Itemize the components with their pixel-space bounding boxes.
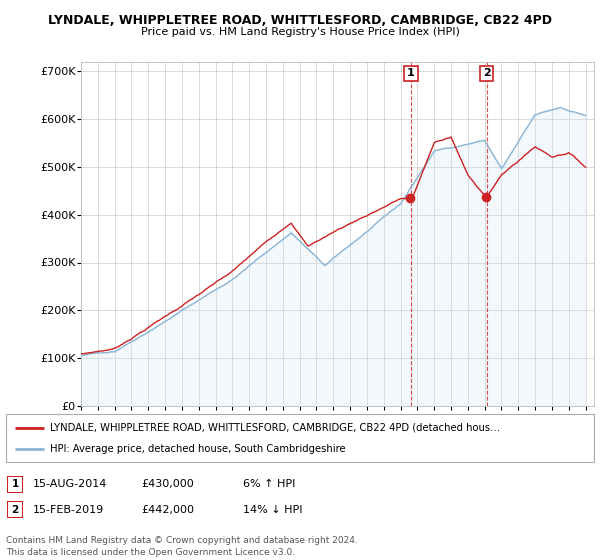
Text: 2: 2 (11, 505, 19, 515)
Text: Price paid vs. HM Land Registry's House Price Index (HPI): Price paid vs. HM Land Registry's House … (140, 27, 460, 37)
Text: LYNDALE, WHIPPLETREE ROAD, WHITTLESFORD, CAMBRIDGE, CB22 4PD (detached hous…: LYNDALE, WHIPPLETREE ROAD, WHITTLESFORD,… (50, 423, 500, 433)
Text: HPI: Average price, detached house, South Cambridgeshire: HPI: Average price, detached house, Sout… (50, 444, 346, 454)
Text: £442,000: £442,000 (141, 505, 194, 515)
FancyBboxPatch shape (7, 501, 23, 518)
Text: 1: 1 (11, 479, 19, 489)
Text: 6% ↑ HPI: 6% ↑ HPI (243, 479, 295, 489)
Text: £430,000: £430,000 (141, 479, 194, 489)
Text: Contains HM Land Registry data © Crown copyright and database right 2024.
This d: Contains HM Land Registry data © Crown c… (6, 536, 358, 557)
Text: 2: 2 (483, 68, 491, 78)
FancyBboxPatch shape (6, 414, 594, 462)
Text: 14% ↓ HPI: 14% ↓ HPI (243, 505, 302, 515)
Text: LYNDALE, WHIPPLETREE ROAD, WHITTLESFORD, CAMBRIDGE, CB22 4PD: LYNDALE, WHIPPLETREE ROAD, WHITTLESFORD,… (48, 14, 552, 27)
Text: 1: 1 (407, 68, 415, 78)
FancyBboxPatch shape (7, 476, 23, 493)
Text: 15-FEB-2019: 15-FEB-2019 (33, 505, 104, 515)
Text: 15-AUG-2014: 15-AUG-2014 (33, 479, 107, 489)
